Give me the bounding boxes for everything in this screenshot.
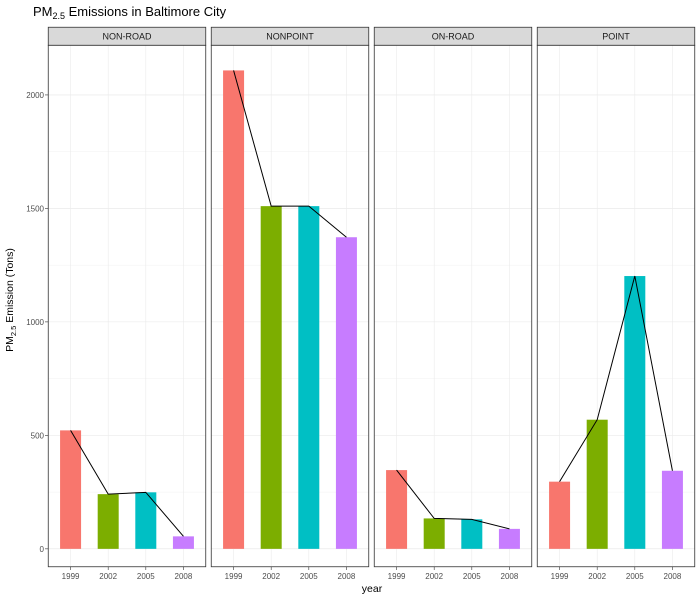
y-tick-label: 500: [31, 431, 45, 440]
y-tick-label: 1500: [26, 204, 44, 213]
x-tick-label: 1999: [388, 572, 406, 581]
y-axis-title-prefix: PM: [4, 336, 16, 352]
x-tick-label: 2002: [99, 572, 117, 581]
y-axis-title: PM2.5 Emission (Tons): [4, 248, 18, 352]
bar: [223, 70, 245, 549]
x-tick-label: 2008: [664, 572, 682, 581]
trend-line: [559, 275, 673, 482]
x-tick-label: 1999: [62, 572, 80, 581]
facet-strip-label: ON-ROAD: [432, 32, 475, 42]
x-tick-label: 2005: [463, 572, 481, 581]
trend-line: [70, 430, 184, 537]
bar: [661, 470, 683, 549]
panels: NON-ROAD 1999 2002 2005 2008 NONPOINT 1999 2002…: [47, 26, 696, 581]
facet-strip: [210, 26, 370, 46]
x-tick-label: 2008: [175, 572, 193, 581]
facet-panel: POINT 1999 2002 2005 2008: [536, 26, 696, 581]
bar: [461, 519, 483, 549]
facet-strip: [47, 26, 207, 46]
x-tick-label: 2002: [588, 572, 606, 581]
x-tick-label: 2005: [137, 572, 155, 581]
y-axis-title-suffix: Emission (Tons): [4, 248, 16, 326]
bar: [586, 419, 608, 549]
bar: [498, 528, 520, 549]
facet-panel: NONPOINT 1999 2002 2005 2008: [210, 26, 370, 581]
trend-line: [233, 70, 347, 238]
facet-strip: [536, 26, 696, 46]
facet-strip-label: POINT: [602, 32, 630, 42]
x-tick-label: 2002: [425, 572, 443, 581]
y-tick-label: 1000: [26, 318, 44, 327]
x-tick-label: 2008: [338, 572, 356, 581]
y-tick-label: 2000: [26, 91, 44, 100]
y-axis-title-subscript: 2.5: [9, 326, 18, 336]
facet-strip-label: NON-ROAD: [103, 32, 152, 42]
bar: [335, 237, 357, 549]
x-tick-label: 2005: [626, 572, 644, 581]
bar: [423, 518, 445, 549]
bar: [386, 470, 408, 549]
x-tick-label: 1999: [551, 572, 569, 581]
x-tick-label: 2008: [501, 572, 519, 581]
bar: [97, 494, 119, 549]
bar: [135, 492, 157, 549]
chart-title-suffix: Emissions in Baltimore City: [65, 4, 227, 19]
chart-title-prefix: PM: [33, 4, 53, 19]
trend-line: [396, 469, 510, 530]
facet-panel: ON-ROAD 1999 2002 2005 2008: [373, 26, 533, 581]
bar: [624, 276, 646, 549]
bar: [298, 206, 320, 549]
x-tick-label: 1999: [225, 572, 243, 581]
facet-strip-label: NONPOINT: [266, 32, 314, 42]
x-axis-title: year: [362, 583, 383, 595]
bar: [60, 430, 82, 549]
x-tick-label: 2002: [262, 572, 280, 581]
chart-title: PM2.5 Emissions in Baltimore City: [33, 4, 227, 21]
facet-panel: NON-ROAD 1999 2002 2005 2008: [47, 26, 207, 581]
bar: [172, 536, 194, 549]
bar: [549, 481, 571, 549]
chart-title-subscript: 2.5: [53, 11, 66, 21]
x-tick-label: 2005: [300, 572, 318, 581]
bar: [260, 206, 282, 549]
facet-strip: [373, 26, 533, 46]
y-tick-label: 0: [40, 545, 45, 554]
